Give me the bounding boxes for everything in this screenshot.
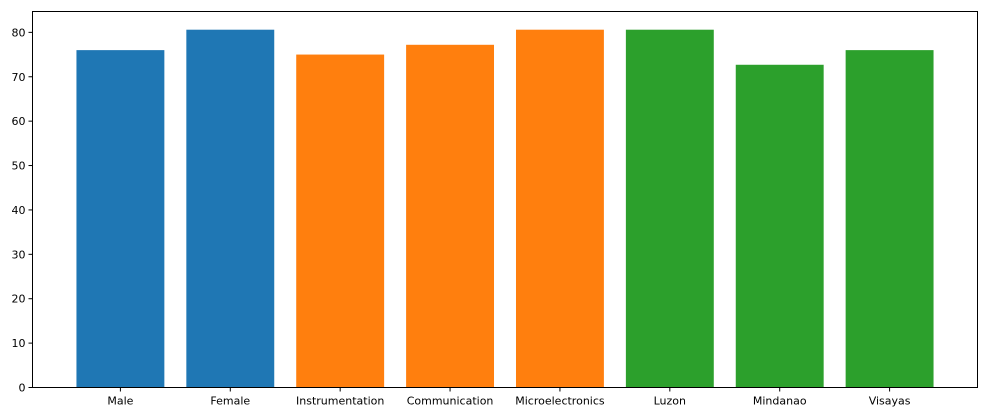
x-tick-label: Instrumentation [296, 395, 384, 408]
y-tick-label: 80 [12, 26, 26, 39]
x-axis: Male Female Instrumentation Communication Mi… [107, 387, 911, 408]
x-tick-label: Luzon [654, 395, 686, 408]
x-tick-label: Communication [407, 395, 494, 408]
y-tick-label: 50 [12, 160, 26, 173]
bar-communication [406, 44, 495, 388]
plot-frame [32, 11, 978, 388]
y-tick-label: 20 [12, 293, 26, 306]
bar-male [76, 50, 165, 388]
x-tick-label: Visayas [869, 395, 911, 408]
y-tick-label: 30 [12, 248, 26, 261]
y-tick-label: 60 [12, 115, 26, 128]
bar-mindanao [735, 64, 824, 388]
y-tick-label: 0 [19, 382, 26, 395]
x-tick-label: Female [210, 395, 250, 408]
bar-female [186, 29, 275, 388]
x-tick-label: Male [107, 395, 133, 408]
bar-microelectronics [515, 29, 604, 388]
x-tick-label: Microelectronics [515, 395, 605, 408]
bars-group [76, 29, 934, 388]
y-tick-label: 10 [12, 337, 26, 350]
bar-visayas [845, 50, 934, 388]
bar-instrumentation [296, 54, 385, 388]
bar-luzon [625, 29, 714, 388]
y-axis: 0 10 20 30 40 50 60 70 80 [12, 26, 33, 395]
y-tick-label: 40 [12, 204, 26, 217]
x-tick-label: Mindanao [753, 395, 807, 408]
y-tick-label: 70 [12, 71, 26, 84]
